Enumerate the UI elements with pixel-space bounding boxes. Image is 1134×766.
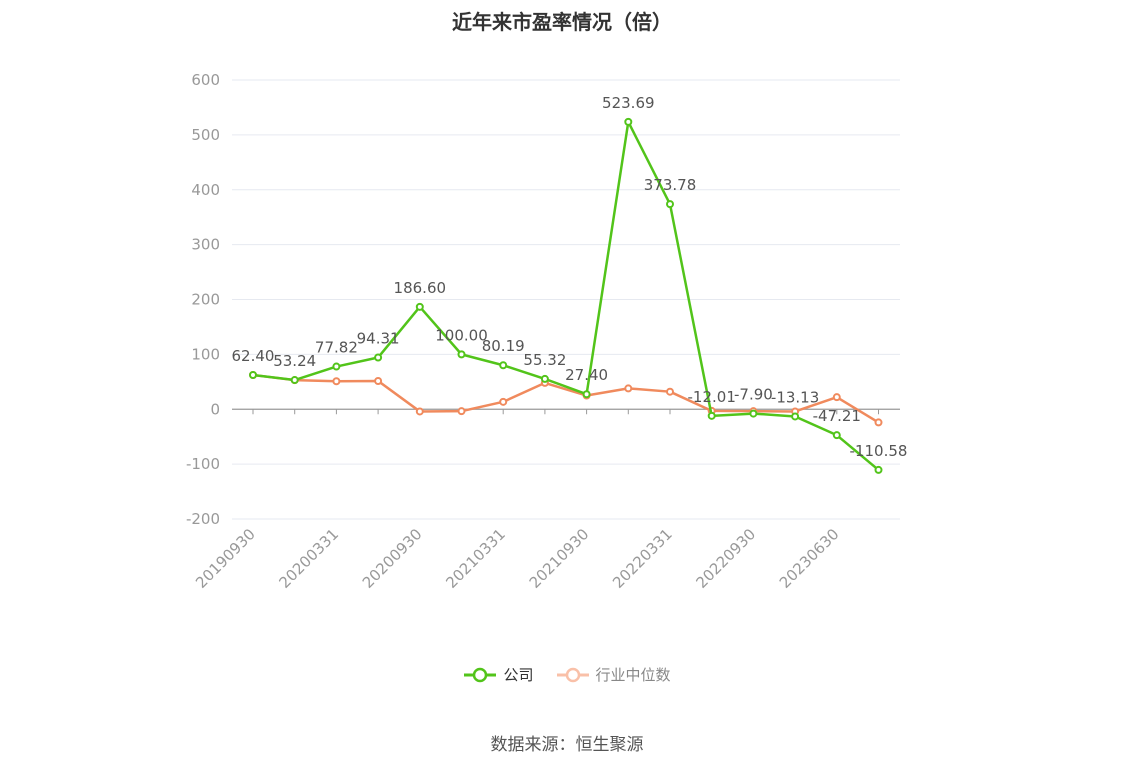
company-point (374, 353, 383, 362)
industry-median-point (874, 418, 883, 427)
x-tick-label: 20230630 (776, 525, 843, 592)
x-tick-label: 20210331 (442, 525, 509, 592)
company-point (332, 362, 341, 371)
x-tick-label: 20200930 (359, 525, 426, 592)
y-tick-label: 100 (191, 345, 220, 363)
company-data-label: -47.21 (813, 407, 861, 425)
company-point (540, 374, 549, 383)
x-tick-label: 20220331 (609, 525, 676, 592)
y-tick-label: 400 (191, 181, 220, 199)
legend-company-line-icon (464, 667, 497, 682)
company-point (582, 390, 591, 399)
company-data-label: 94.31 (357, 329, 400, 347)
series-lines (249, 117, 883, 474)
company-data-label: -7.90 (734, 386, 773, 404)
chart-title: 近年来市盈率情况（倍） (452, 10, 672, 34)
industry-median-point (624, 384, 633, 393)
company-data-label: 523.69 (602, 94, 655, 112)
industry-median-point (332, 377, 341, 386)
company-data-label: 53.24 (273, 352, 316, 370)
y-tick-label: 500 (191, 126, 220, 144)
industry-median-point (666, 387, 674, 396)
y-tick-label: -100 (186, 455, 220, 473)
legend-item-industry-median[interactable]: 行业中位数 (556, 664, 671, 685)
company-data-label: -12.01 (688, 388, 736, 406)
x-tick-label: 20200331 (276, 525, 343, 592)
y-tick-label: 300 (191, 236, 220, 254)
company-data-label: 186.60 (394, 279, 447, 297)
y-tick-label: -200 (186, 510, 220, 528)
source-note: 数据来源：恒生聚源 (490, 735, 644, 755)
x-tick-label: 20190930 (192, 525, 259, 592)
y-tick-label: 600 (191, 71, 220, 89)
company-point (791, 412, 800, 421)
x-tick-label: 20220930 (693, 525, 760, 592)
legend-item-company[interactable]: 公司 (463, 664, 534, 685)
industry-median-point (415, 407, 424, 416)
grid-lines (232, 79, 900, 520)
company-data-label: -13.13 (771, 388, 819, 406)
industry-median-point (499, 397, 508, 406)
x-axis: 20190930 20200331 20200930 20210331 20210930… (192, 408, 900, 592)
industry-median-point (457, 407, 466, 416)
company-point (290, 376, 299, 385)
company-point (457, 350, 466, 359)
industry-median-series-line (252, 373, 880, 424)
company-point (749, 409, 758, 418)
company-data-label: 77.82 (315, 339, 358, 357)
company-data-label: 55.32 (523, 351, 566, 369)
y-axis: 600 500 400 300 200 100 0 -100 -200 (186, 71, 220, 528)
legend-label-company: 公司 (503, 666, 534, 684)
company-data-label: 373.78 (644, 176, 697, 194)
company-point (832, 431, 841, 440)
x-tick-label: 20210930 (526, 525, 593, 592)
industry-median-point (832, 393, 841, 402)
company-point (499, 361, 508, 370)
company-point (666, 200, 674, 209)
legend: 公司 行业中位数 (0, 664, 1134, 685)
company-data-label: 62.40 (232, 347, 275, 365)
company-point (624, 117, 633, 126)
y-tick-label: 0 (210, 400, 220, 418)
company-point (415, 302, 424, 311)
legend-industry-line-icon (556, 667, 589, 682)
company-point (249, 371, 257, 380)
company-data-label: 100.00 (435, 326, 488, 344)
y-tick-label: 200 (191, 291, 220, 309)
company-point (874, 465, 883, 474)
company-data-label: -110.58 (850, 442, 908, 460)
company-point (707, 411, 716, 420)
company-data-label: 27.40 (565, 366, 608, 384)
industry-median-point (374, 376, 383, 385)
company-series-line (252, 120, 880, 471)
company-data-label: 80.19 (482, 337, 525, 355)
legend-label-industry-median: 行业中位数 (595, 666, 671, 684)
